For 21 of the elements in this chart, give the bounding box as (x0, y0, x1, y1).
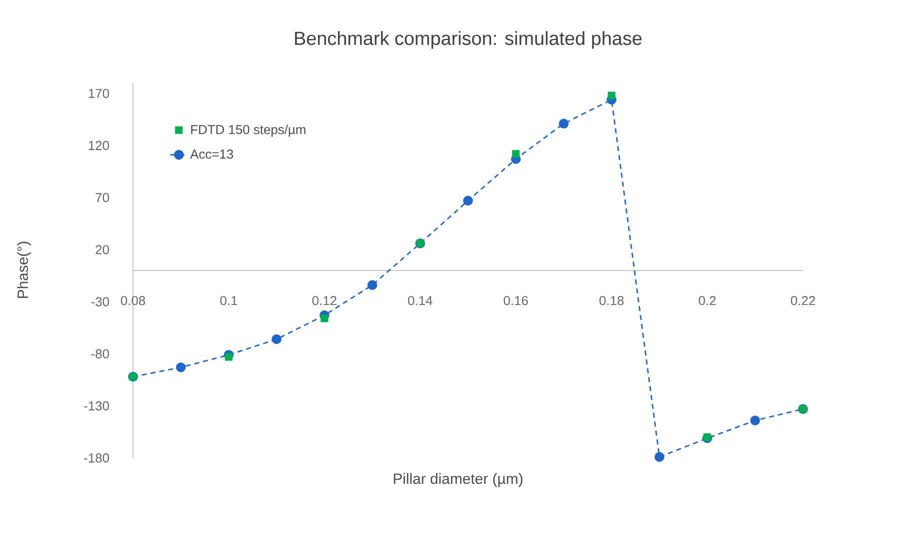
y-tick-label: 20 (96, 245, 109, 254)
x-tick-label: 0.18 (599, 296, 624, 306)
x-tick-label: 0.14 (408, 296, 432, 306)
y-tick-label: 120 (88, 140, 109, 150)
chart-title: Benchmark comparison: simulated phase (295, 31, 642, 49)
y-axis-title: Phase(°) (17, 242, 31, 298)
y-tick-label: -130 (84, 401, 109, 410)
legend-label: Acc=13 (190, 150, 234, 159)
y-tick-label: 170 (88, 88, 109, 98)
x-tick-label: 0.2 (698, 296, 716, 306)
y-tick-label: -30 (91, 297, 109, 306)
x-axis-title: Pillar diameter (µm) (394, 473, 522, 487)
y-tick-label: 70 (96, 192, 109, 202)
y-tick-label: -180 (84, 453, 109, 463)
x-tick-label: 0.12 (312, 296, 336, 306)
y-tick-label: -80 (91, 349, 109, 358)
legend-label: FDTD 150 steps/µm (191, 124, 306, 137)
x-tick-label: 0.1 (220, 296, 238, 306)
x-tick-label: 0.08 (120, 296, 146, 306)
x-tick-label: 0.16 (504, 296, 528, 306)
x-tick-label: 0.22 (790, 296, 815, 306)
